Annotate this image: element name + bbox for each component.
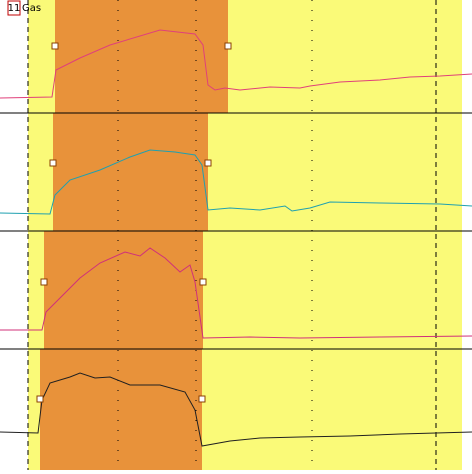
channel-number: 11: [8, 3, 21, 14]
marker-handle[interactable]: [204, 159, 212, 167]
trace: [0, 29, 472, 99]
trace: [0, 149, 472, 215]
marker-handle[interactable]: [198, 395, 206, 403]
marker-handle[interactable]: [224, 42, 232, 50]
active-band: [53, 113, 208, 231]
active-band: [40, 349, 202, 470]
active-band: [55, 0, 228, 113]
trace: [0, 372, 472, 447]
marker-handle[interactable]: [40, 278, 48, 286]
marker-handle[interactable]: [199, 278, 207, 286]
marker-handle[interactable]: [36, 395, 44, 403]
active-band: [44, 231, 203, 349]
label-box: [7, 0, 21, 16]
trace: [0, 247, 472, 339]
marker-handle[interactable]: [49, 159, 57, 167]
channel-name: Gas: [22, 3, 41, 14]
marker-handle[interactable]: [51, 42, 59, 50]
